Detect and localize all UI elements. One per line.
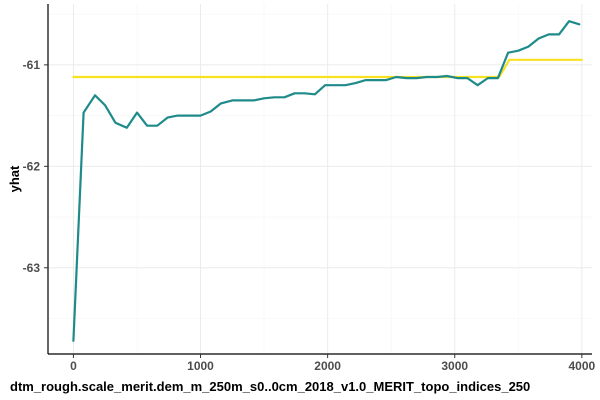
series-layer: [72, 20, 583, 342]
series-line-1: [72, 58, 583, 79]
x-tick-label: 3000: [441, 359, 468, 373]
y-tick-label: -63: [23, 261, 41, 275]
x-axis-ticks: 0 1000 2000 3000 4000: [70, 354, 596, 373]
x-tick-label: 4000: [568, 359, 595, 373]
y-tick-label: -62: [23, 159, 41, 173]
major-gridlines: [48, 4, 592, 354]
x-tick-label: 1000: [187, 359, 214, 373]
x-tick-label: 0: [70, 359, 77, 373]
minor-gridlines: [48, 4, 592, 354]
y-axis-title: yhat: [7, 165, 22, 192]
axes: [47, 4, 592, 355]
y-tick-label: -61: [23, 58, 41, 72]
x-axis-title: dtm_rough.scale_merit.dem_m_250m_s0..0cm…: [10, 379, 530, 394]
y-axis-ticks: -61 -62 -63: [23, 58, 48, 275]
x-tick-label: 2000: [314, 359, 341, 373]
series-line-2: [72, 20, 581, 342]
